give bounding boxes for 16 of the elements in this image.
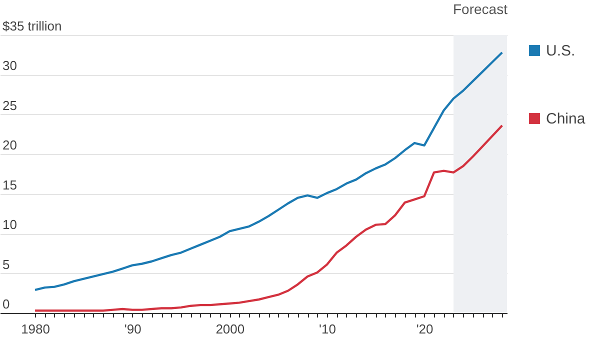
x-tick-label: '20 [416, 322, 434, 336]
legend-label: U.S. [546, 42, 576, 60]
x-tick-label: 1980 [21, 322, 50, 336]
x-tick-label: '10 [318, 322, 336, 336]
y-tick-label: 5 [2, 256, 10, 272]
y-tick-label: $35 trillion [2, 18, 62, 34]
x-tick-label: 2000 [216, 322, 245, 336]
y-tick-label: 30 [2, 58, 17, 74]
y-tick-label: 25 [2, 98, 17, 113]
y-tick-label: 0 [2, 296, 10, 312]
y-tick-label: 20 [2, 138, 17, 153]
band-label: Forecast [453, 1, 508, 17]
y-tick-label: 10 [2, 217, 17, 232]
y-tick-label: 15 [2, 177, 17, 192]
x-tick-label: '90 [124, 322, 142, 336]
legend-label: China [546, 110, 586, 128]
